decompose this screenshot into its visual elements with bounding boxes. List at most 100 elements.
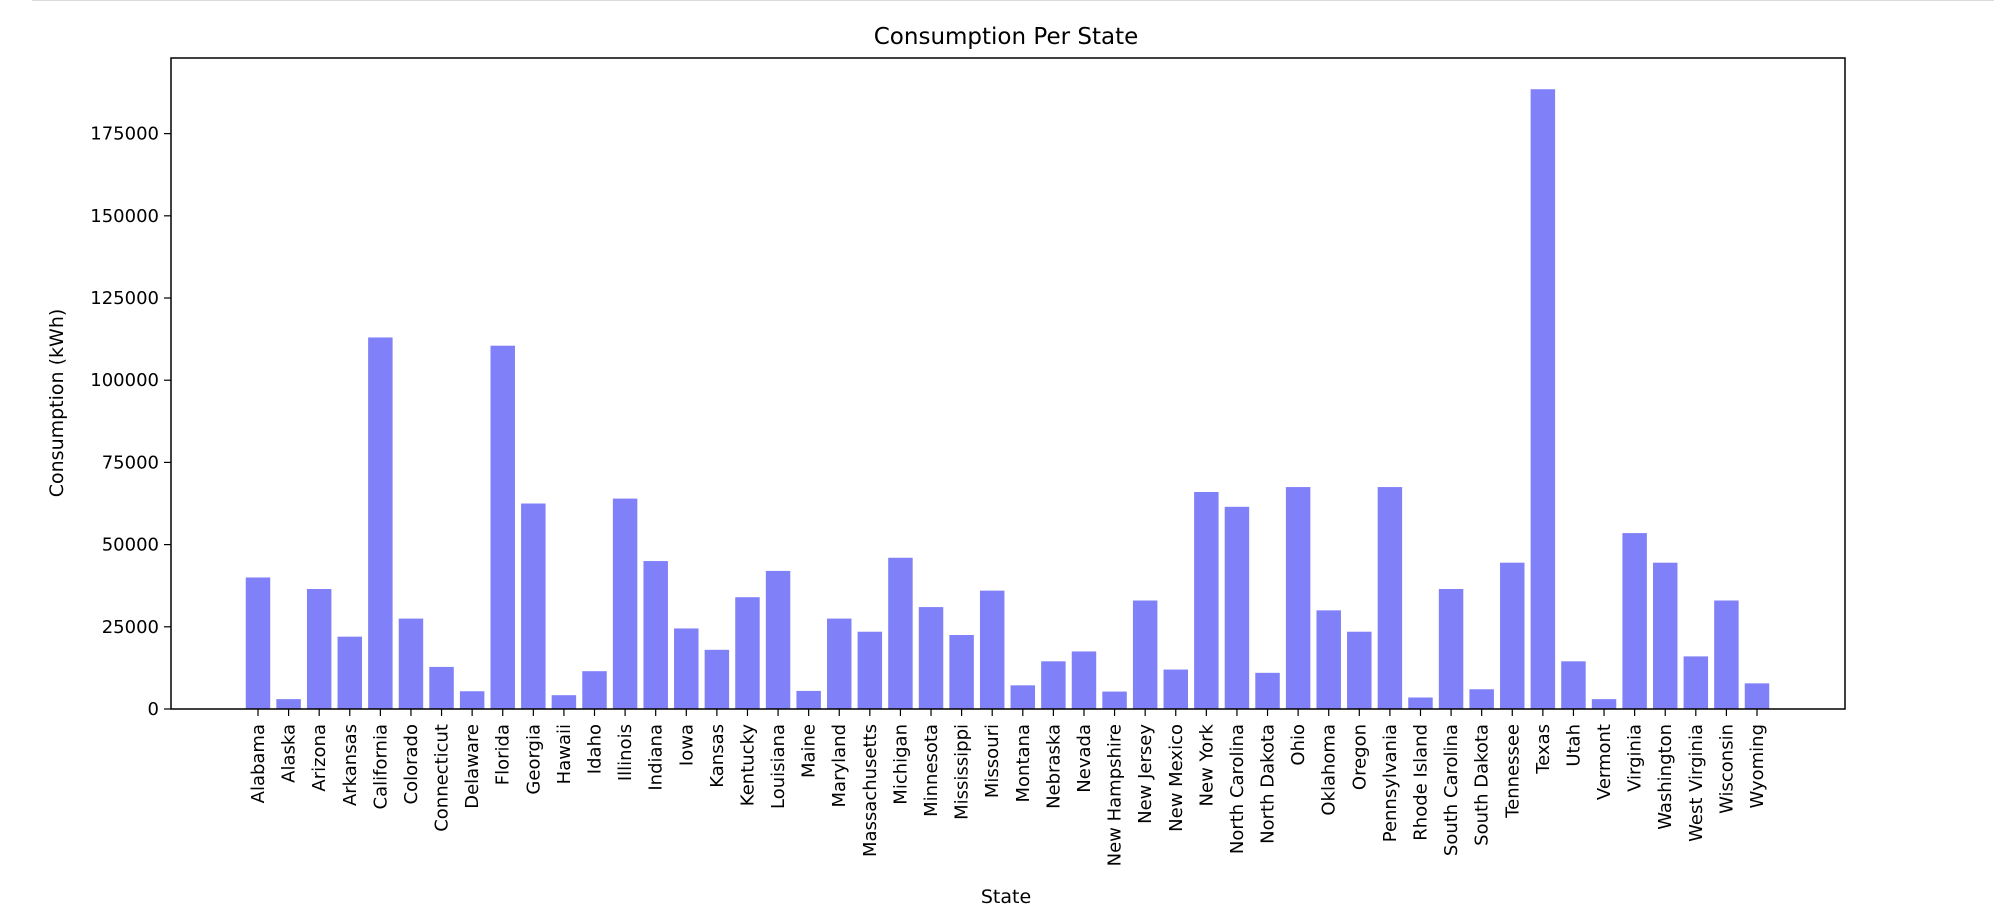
bar-mississippi: [949, 635, 974, 709]
x-tick-label: Texas: [1533, 724, 1554, 775]
bar-florida: [490, 345, 515, 709]
bar-maine: [796, 690, 821, 709]
x-tick-label: Rhode Island: [1410, 724, 1431, 841]
x-tick-label: North Dakota: [1258, 724, 1279, 844]
x-tick-label: Alabama: [248, 724, 269, 803]
x-tick-label: South Carolina: [1441, 724, 1462, 856]
x-tick-label: Maine: [799, 724, 820, 778]
bar-montana: [1010, 685, 1036, 709]
bar-ohio: [1285, 487, 1311, 709]
x-tick-label: Florida: [493, 724, 514, 785]
bar-washington: [1652, 562, 1678, 709]
bar-nevada: [1071, 651, 1097, 709]
x-tick-label: Nebraska: [1043, 724, 1064, 809]
bar-missouri: [979, 590, 1005, 709]
bar-colorado: [398, 618, 424, 709]
bar-new-mexico: [1163, 669, 1188, 709]
bar-new-york: [1194, 492, 1219, 709]
x-tick-label: Colorado: [401, 724, 422, 804]
y-tick-label: 175000: [90, 124, 159, 145]
y-tick-label: 50000: [102, 535, 159, 556]
x-tick-label: New Mexico: [1166, 724, 1187, 832]
x-tick-label: Virginia: [1625, 724, 1646, 792]
plot-area-frame: [170, 57, 1846, 710]
x-tick-label: New Hampshire: [1105, 724, 1126, 866]
x-tick-label: New York: [1196, 723, 1217, 806]
bar-illinois: [612, 498, 638, 709]
x-tick-label: Tennessee: [1502, 724, 1523, 819]
bar-hawaii: [551, 695, 577, 709]
x-tick-label: Kansas: [707, 724, 728, 788]
bar-pennsylvania: [1377, 487, 1403, 709]
bar-iowa: [674, 628, 699, 709]
bar-wisconsin: [1714, 600, 1739, 709]
x-tick-label: Vermont: [1594, 724, 1615, 800]
bar-indiana: [643, 561, 668, 709]
x-tick-label: Alaska: [279, 724, 300, 783]
x-tick-label: Nevada: [1074, 724, 1095, 793]
x-tick-label: South Dakota: [1472, 724, 1493, 846]
x-tick-label: California: [370, 724, 391, 809]
bar-vermont: [1591, 699, 1617, 709]
x-tick-label: Hawaii: [554, 724, 575, 784]
x-tick-label: Oklahoma: [1319, 724, 1340, 816]
x-tick-label: Oregon: [1349, 724, 1370, 790]
bar-alaska: [276, 699, 301, 709]
x-tick-label: Connecticut: [432, 724, 453, 832]
bar-delaware: [459, 691, 485, 709]
bar-new-jersey: [1132, 600, 1158, 709]
x-tick-label: Illinois: [615, 724, 636, 781]
x-tick-label: Washington: [1655, 724, 1676, 830]
x-tick-label: Idaho: [585, 724, 606, 774]
y-tick-label: 75000: [102, 452, 159, 473]
bar-texas: [1530, 89, 1556, 710]
x-axis-label: State: [981, 886, 1031, 908]
bar-kentucky: [735, 597, 760, 709]
bar-tennessee: [1500, 562, 1525, 709]
x-tick-label: Ohio: [1288, 724, 1309, 766]
bars-group: [245, 89, 1770, 710]
x-tick-label: West Virginia: [1686, 724, 1707, 842]
x-tick-label: Michigan: [890, 724, 911, 805]
bar-michigan: [888, 557, 913, 709]
x-tick-label: Mississippi: [952, 724, 973, 820]
bar-west-virginia: [1683, 656, 1709, 709]
bar-massachusetts: [857, 631, 883, 709]
bar-south-dakota: [1469, 689, 1494, 709]
bar-wyoming: [1744, 683, 1770, 709]
bar-north-carolina: [1224, 506, 1250, 709]
bar-oregon: [1347, 631, 1372, 709]
x-tick-label: Arkansas: [340, 724, 361, 806]
top-border-line: [32, 0, 1994, 1]
x-tick-label: Indiana: [646, 724, 667, 791]
bar-utah: [1561, 661, 1586, 709]
y-tick-label: 100000: [90, 370, 159, 391]
y-tick-label: 125000: [90, 288, 159, 309]
x-tick-label: New Jersey: [1135, 724, 1156, 824]
x-tick-label: Georgia: [523, 724, 544, 795]
bar-virginia: [1622, 533, 1647, 709]
bar-kansas: [704, 649, 730, 709]
y-tick-label: 25000: [102, 617, 159, 638]
bar-alabama: [245, 577, 271, 709]
bar-rhode-island: [1408, 697, 1433, 709]
x-tick-label: Wisconsin: [1716, 724, 1737, 814]
x-tick-label: North Carolina: [1227, 724, 1248, 854]
x-tick-label: Wyoming: [1747, 724, 1768, 809]
bar-oklahoma: [1316, 610, 1341, 709]
y-tick-label: 0: [148, 699, 159, 720]
x-tick-label: Missouri: [982, 724, 1003, 798]
bar-maryland: [827, 618, 852, 709]
x-tick-label: Iowa: [676, 724, 697, 766]
bar-louisiana: [765, 570, 791, 709]
y-tick-label: 150000: [90, 206, 159, 227]
x-tick-label: Montana: [1013, 724, 1034, 802]
bar-georgia: [521, 503, 546, 709]
y-axis-label: Consumption (kWh): [46, 309, 68, 498]
bar-idaho: [582, 671, 607, 709]
bar-north-dakota: [1255, 672, 1280, 709]
chart-title: Consumption Per State: [874, 24, 1139, 50]
bar-nebraska: [1041, 661, 1066, 709]
x-tick-label: Kentucky: [737, 724, 758, 807]
